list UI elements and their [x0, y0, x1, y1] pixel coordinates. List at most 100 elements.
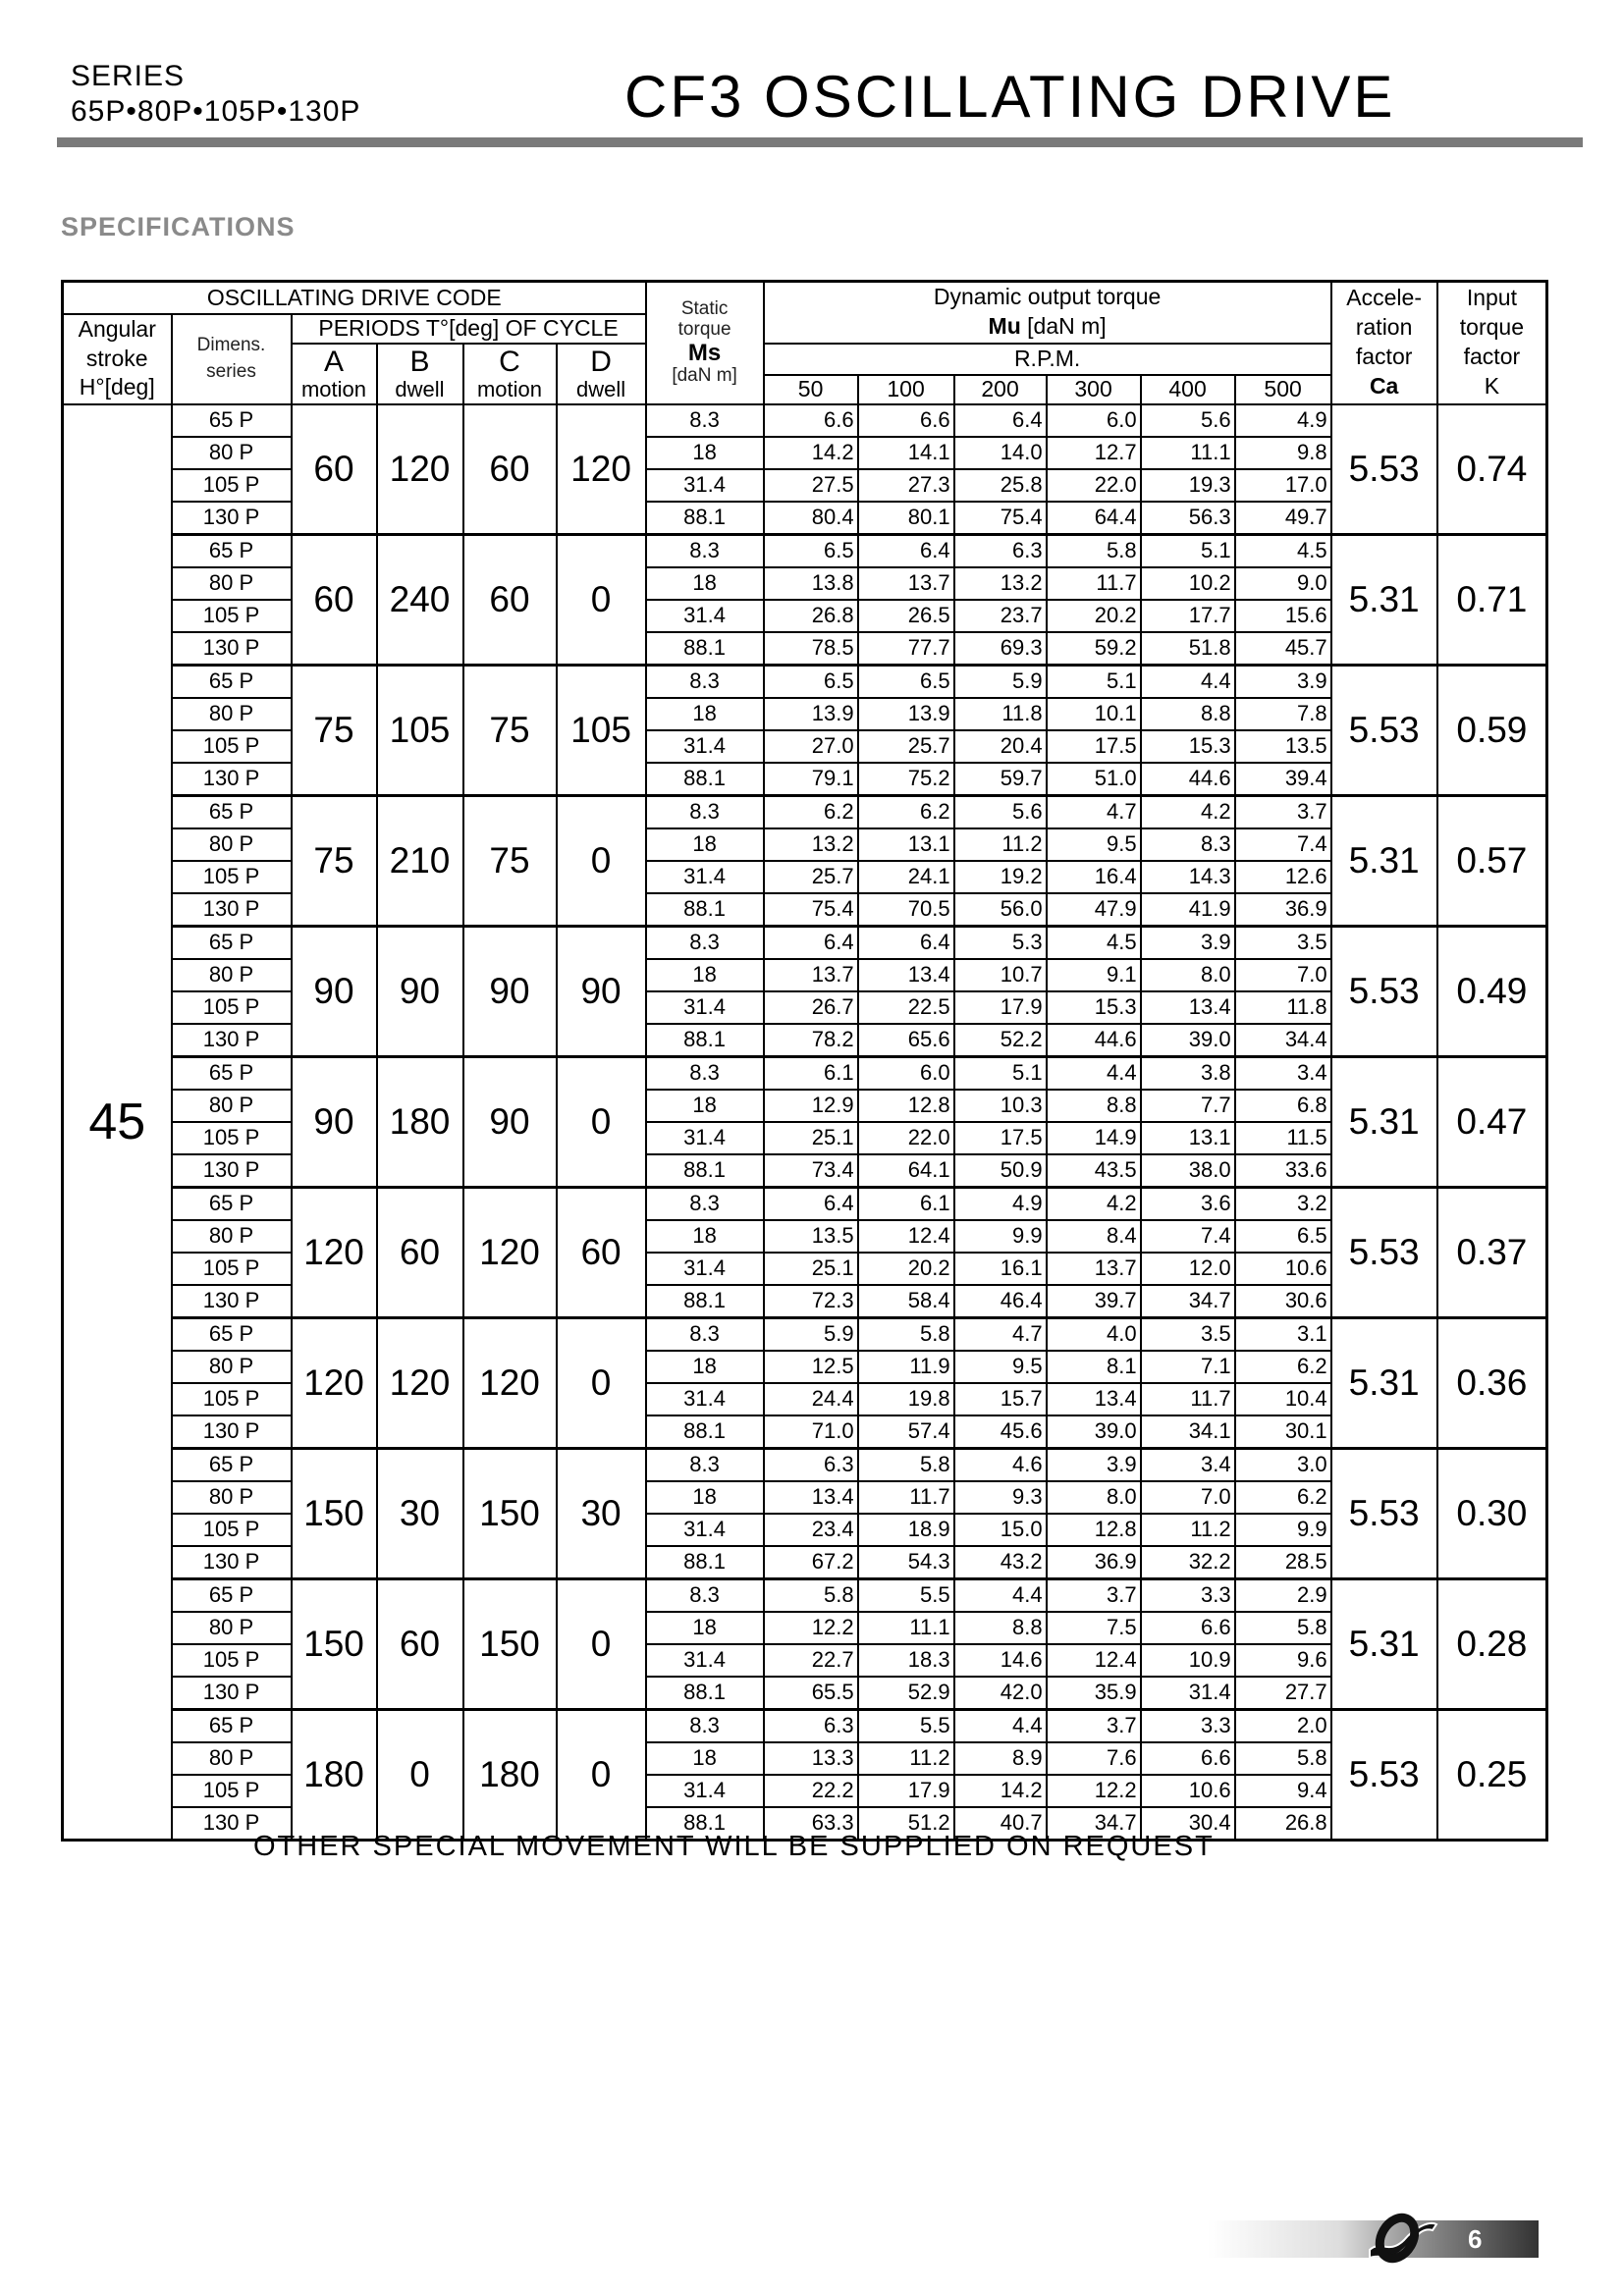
dynamic-torque-cell: 6.3: [952, 533, 1048, 568]
input-factor-value: 0.28: [1435, 1577, 1548, 1710]
dynamic-torque-cell: 3.3: [1139, 1708, 1236, 1743]
dynamic-torque-cell: 7.1: [1139, 1349, 1236, 1384]
dynamic-torque-cell: 4.0: [1045, 1316, 1142, 1352]
dynamic-torque-cell: 56.0: [952, 891, 1048, 927]
dynamic-torque-cell: 6.0: [856, 1055, 955, 1091]
dimens-series-cell: 65 P: [170, 1447, 293, 1482]
dynamic-torque-cell: 65.6: [856, 1022, 955, 1057]
rpm-200: 200: [952, 373, 1048, 405]
dynamic-torque-cell: 15.3: [1045, 989, 1142, 1025]
dynamic-torque-cell: 45.6: [952, 1414, 1048, 1449]
dynamic-torque-cell: 7.4: [1233, 827, 1332, 862]
dimens-series-cell: 80 P: [170, 696, 293, 731]
accel-factor-value: 5.53: [1329, 1186, 1438, 1318]
dynamic-torque-cell: 5.8: [856, 1447, 955, 1482]
dynamic-torque-cell: 15.3: [1139, 728, 1236, 764]
dynamic-torque-cell: 78.5: [762, 630, 859, 666]
period-a-value: 120: [290, 1316, 378, 1449]
static-torque-cell: 88.1: [644, 1805, 765, 1841]
table-row: 65 P 120 60 120 60 8.3 6.4 6.1 4.9 4.2 3.6 3.2 5.53 0…: [63, 1186, 1548, 1318]
static-torque-cell: 8.3: [644, 664, 765, 699]
dynamic-torque-cell: 4.2: [1045, 1186, 1142, 1221]
dynamic-torque-cell: 6.5: [762, 533, 859, 568]
dynamic-torque-cell: 40.7: [952, 1805, 1048, 1841]
dynamic-torque-cell: 3.2: [1233, 1186, 1332, 1221]
table-row: 65 P 150 60 150 0 8.3 5.8 5.5 4.4 3.7 3.3 2.9 5.31 0.…: [63, 1577, 1548, 1710]
dynamic-torque-cell: 6.5: [856, 664, 955, 699]
period-c-value: 60: [461, 533, 558, 666]
dynamic-torque-cell: 13.4: [1139, 989, 1236, 1025]
table-row: 80 P 18 13.7 13.4 10.7 9.1 8.0 7.0: [63, 957, 1547, 992]
static-torque-cell: 8.3: [644, 533, 765, 568]
static-line-2: torque: [677, 318, 731, 340]
dynamic-torque-cell: 10.4: [1233, 1381, 1332, 1416]
rpm-100: 100: [856, 373, 955, 405]
dynamic-torque-cell: 6.0: [1045, 402, 1142, 438]
dynamic-torque-cell: 26.7: [762, 989, 859, 1025]
dynamic-torque-cell: 28.5: [1233, 1544, 1332, 1579]
dynamic-torque-cell: 34.1: [1139, 1414, 1236, 1449]
dynamic-torque-cell: 6.4: [856, 925, 955, 960]
dynamic-torque-cell: 39.0: [1139, 1022, 1236, 1057]
dynamic-torque-cell: 17.0: [1233, 467, 1332, 503]
dynamic-torque-cell: 3.6: [1139, 1186, 1236, 1221]
static-torque-cell: 8.3: [644, 1055, 765, 1091]
dimens-series-cell: 105 P: [170, 1251, 293, 1286]
dynamic-torque-cell: 3.1: [1233, 1316, 1332, 1352]
dynamic-torque-cell: 36.9: [1233, 891, 1332, 927]
dynamic-unit-text: [daN m]: [1027, 313, 1107, 340]
dynamic-torque-cell: 3.0: [1233, 1447, 1332, 1482]
dimens-series-cell: 130 P: [170, 891, 293, 927]
dynamic-torque-cell: 59.7: [952, 761, 1048, 796]
dynamic-title: Dynamic output torque: [933, 284, 1162, 310]
dynamic-torque-cell: 12.4: [856, 1218, 955, 1254]
table-row: 80 P 18 13.9 13.9 11.8 10.1 8.8 7.8: [63, 696, 1547, 731]
dynamic-torque-cell: 6.2: [1233, 1479, 1332, 1515]
dynamic-torque-cell: 11.8: [1233, 989, 1332, 1025]
period-b-value: 180: [375, 1055, 464, 1188]
table-row: 105 P 31.4 27.5 27.3 25.8 22.0 19.3 17.0: [63, 467, 1547, 503]
period-c-value: 90: [461, 925, 558, 1057]
accel-factor-value: 5.31: [1329, 1577, 1438, 1710]
static-torque-cell: 8.3: [644, 1447, 765, 1482]
accel-factor-value: 5.31: [1329, 1316, 1438, 1449]
period-c-letter: C: [499, 345, 520, 378]
static-torque-cell: 31.4: [644, 598, 765, 633]
period-b-value: 60: [375, 1186, 464, 1318]
dynamic-torque-cell: 4.4: [1139, 664, 1236, 699]
dynamic-torque-cell: 32.2: [1139, 1544, 1236, 1579]
dynamic-torque-cell: 12.7: [1045, 435, 1142, 470]
dynamic-torque-cell: 17.9: [856, 1773, 955, 1808]
table-row: 65 P 90 90 90 90 8.3 6.4 6.4 5.3 4.5 3.9 3.5 5.53 0.4…: [63, 925, 1548, 1057]
dynamic-torque-cell: 27.3: [856, 467, 955, 503]
table-row: 80 P 18 12.9 12.8 10.3 8.8 7.7 6.8: [63, 1088, 1547, 1123]
dynamic-torque-cell: 54.3: [856, 1544, 955, 1579]
dynamic-torque-cell: 39.7: [1045, 1283, 1142, 1318]
table-row: 65 P 75 210 75 0 8.3 6.2 6.2 5.6 4.7 4.2 3.7 5.31 0.5…: [63, 794, 1548, 927]
period-a-value: 90: [290, 1055, 378, 1188]
period-d-value: 0: [555, 794, 647, 927]
dynamic-torque-cell: 39.4: [1233, 761, 1332, 796]
dynamic-torque-cell: 63.3: [762, 1805, 859, 1841]
dimens-series-cell: 65 P: [170, 794, 293, 829]
dimens-series-cell: 105 P: [170, 989, 293, 1025]
dynamic-torque-cell: 49.7: [1233, 500, 1332, 535]
dynamic-torque-cell: 5.8: [1045, 533, 1142, 568]
dynamic-torque-cell: 13.9: [856, 696, 955, 731]
dimens-series-cell: 80 P: [170, 1088, 293, 1123]
dynamic-torque-cell: 6.2: [856, 794, 955, 829]
dynamic-torque-cell: 47.9: [1045, 891, 1142, 927]
dimens-series-cell: 105 P: [170, 1773, 293, 1808]
static-torque-cell: 8.3: [644, 925, 765, 960]
static-torque-cell: 88.1: [644, 1675, 765, 1710]
section-title: SPECIFICATIONS: [61, 212, 296, 241]
dynamic-torque-cell: 12.4: [1045, 1642, 1142, 1678]
static-torque-cell: 31.4: [644, 859, 765, 894]
dimens-series-cell: 105 P: [170, 1120, 293, 1155]
dynamic-torque-cell: 4.2: [1139, 794, 1236, 829]
period-a-value: 150: [290, 1447, 378, 1579]
static-torque-cell: 88.1: [644, 891, 765, 927]
dynamic-torque-cell: 5.1: [1045, 664, 1142, 699]
period-a-value: 60: [290, 533, 378, 666]
